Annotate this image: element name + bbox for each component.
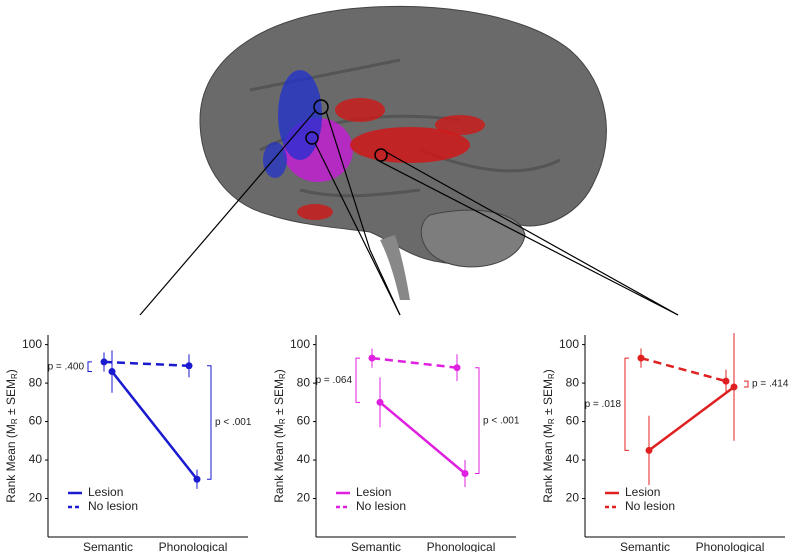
data-point [185,362,193,370]
roi-circle [374,148,388,162]
y-label-text: ± SEM [4,379,18,418]
y-tick-label: 40 [566,452,580,466]
red-cluster [335,98,385,122]
series-line [648,385,735,452]
significance-bracket [355,357,360,403]
x-tick-label: Phonological [696,540,765,552]
data-point [376,398,384,406]
y-axis-label: Rank Mean (MR ± SEMR) [4,369,19,503]
data-point [193,475,201,483]
y-tick-label: 20 [297,491,311,505]
p-value-annotation: p = .400 [48,361,85,372]
y-axis-label: Rank Mean (MR ± SEMR) [272,369,287,503]
significance-bracket [624,357,629,451]
brainstem [380,235,410,300]
y-tick-label: 60 [297,414,311,428]
x-tick-label: Phonological [159,540,228,552]
y-label-text: ± SEM [541,379,555,418]
y-label-text: ) [4,369,18,373]
roi-circle [305,131,319,145]
y-label-text: ) [541,369,555,373]
p-value-annotation: p = .414 [752,379,789,390]
y-label-subscript: R [547,418,556,424]
data-point [108,368,116,376]
data-point [100,358,108,366]
y-tick-label: 40 [29,452,43,466]
y-label-subscript: R [10,418,19,424]
y-label-subscript: R [278,418,287,424]
y-tick-label: 80 [297,375,311,389]
legend-label: No lesion [625,499,675,513]
series-line [379,401,466,475]
roi-circle [313,99,329,115]
data-point [645,446,653,454]
y-label-text: ) [272,369,286,373]
red-cluster [435,115,485,135]
data-point [722,377,730,385]
blue-cluster [278,70,322,160]
x-tick-label: Phonological [427,540,496,552]
cerebellum [420,209,526,268]
data-point [453,364,461,372]
data-point [730,383,738,391]
y-tick-label: 80 [29,375,43,389]
y-tick-label: 100 [559,337,579,351]
y-label-text: ± SEM [272,379,286,418]
data-point [461,470,469,478]
red-cluster [350,127,470,163]
legend-label: Lesion [356,485,391,499]
legend-label: Lesion [88,485,123,499]
x-tick-label: Semantic [620,540,670,552]
p-value-annotation: p = .064 [316,375,353,386]
y-tick-label: 100 [22,337,42,351]
significance-bracket [475,367,480,475]
significance-bracket [207,365,212,480]
x-tick-label: Semantic [83,540,133,552]
y-label-text: Rank Mean (M [4,424,18,503]
series-line [640,356,727,383]
series-line [103,360,190,368]
y-tick-label: 60 [29,414,43,428]
y-tick-label: 100 [290,337,310,351]
y-tick-label: 40 [297,452,311,466]
y-label-text: Rank Mean (M [541,424,555,503]
y-label-subscript: R [278,373,287,379]
y-tick-label: 20 [566,491,580,505]
y-label-text: Rank Mean (M [272,424,286,503]
series-line [111,370,198,481]
y-label-subscript: R [547,373,556,379]
significance-bracket [744,380,749,388]
p-value-annotation: p < .001 [483,415,520,426]
y-label-subscript: R [10,373,19,379]
connector-lines [139,109,679,316]
significance-bracket [87,361,92,373]
brain-image [139,5,679,316]
red-cluster [297,204,333,220]
legend-label: No lesion [356,499,406,513]
legend-label: Lesion [625,485,660,499]
legend-label: No lesion [88,499,138,513]
x-tick-label: Semantic [351,540,401,552]
y-tick-label: 80 [566,375,580,389]
y-axis-label: Rank Mean (MR ± SEMR) [541,369,556,503]
y-tick-label: 60 [566,414,580,428]
data-point [368,354,376,362]
p-value-annotation: p = .018 [585,399,622,410]
p-value-annotation: p < .001 [215,417,252,428]
data-point [637,354,645,362]
y-tick-label: 20 [29,491,43,505]
series-line [371,356,458,369]
